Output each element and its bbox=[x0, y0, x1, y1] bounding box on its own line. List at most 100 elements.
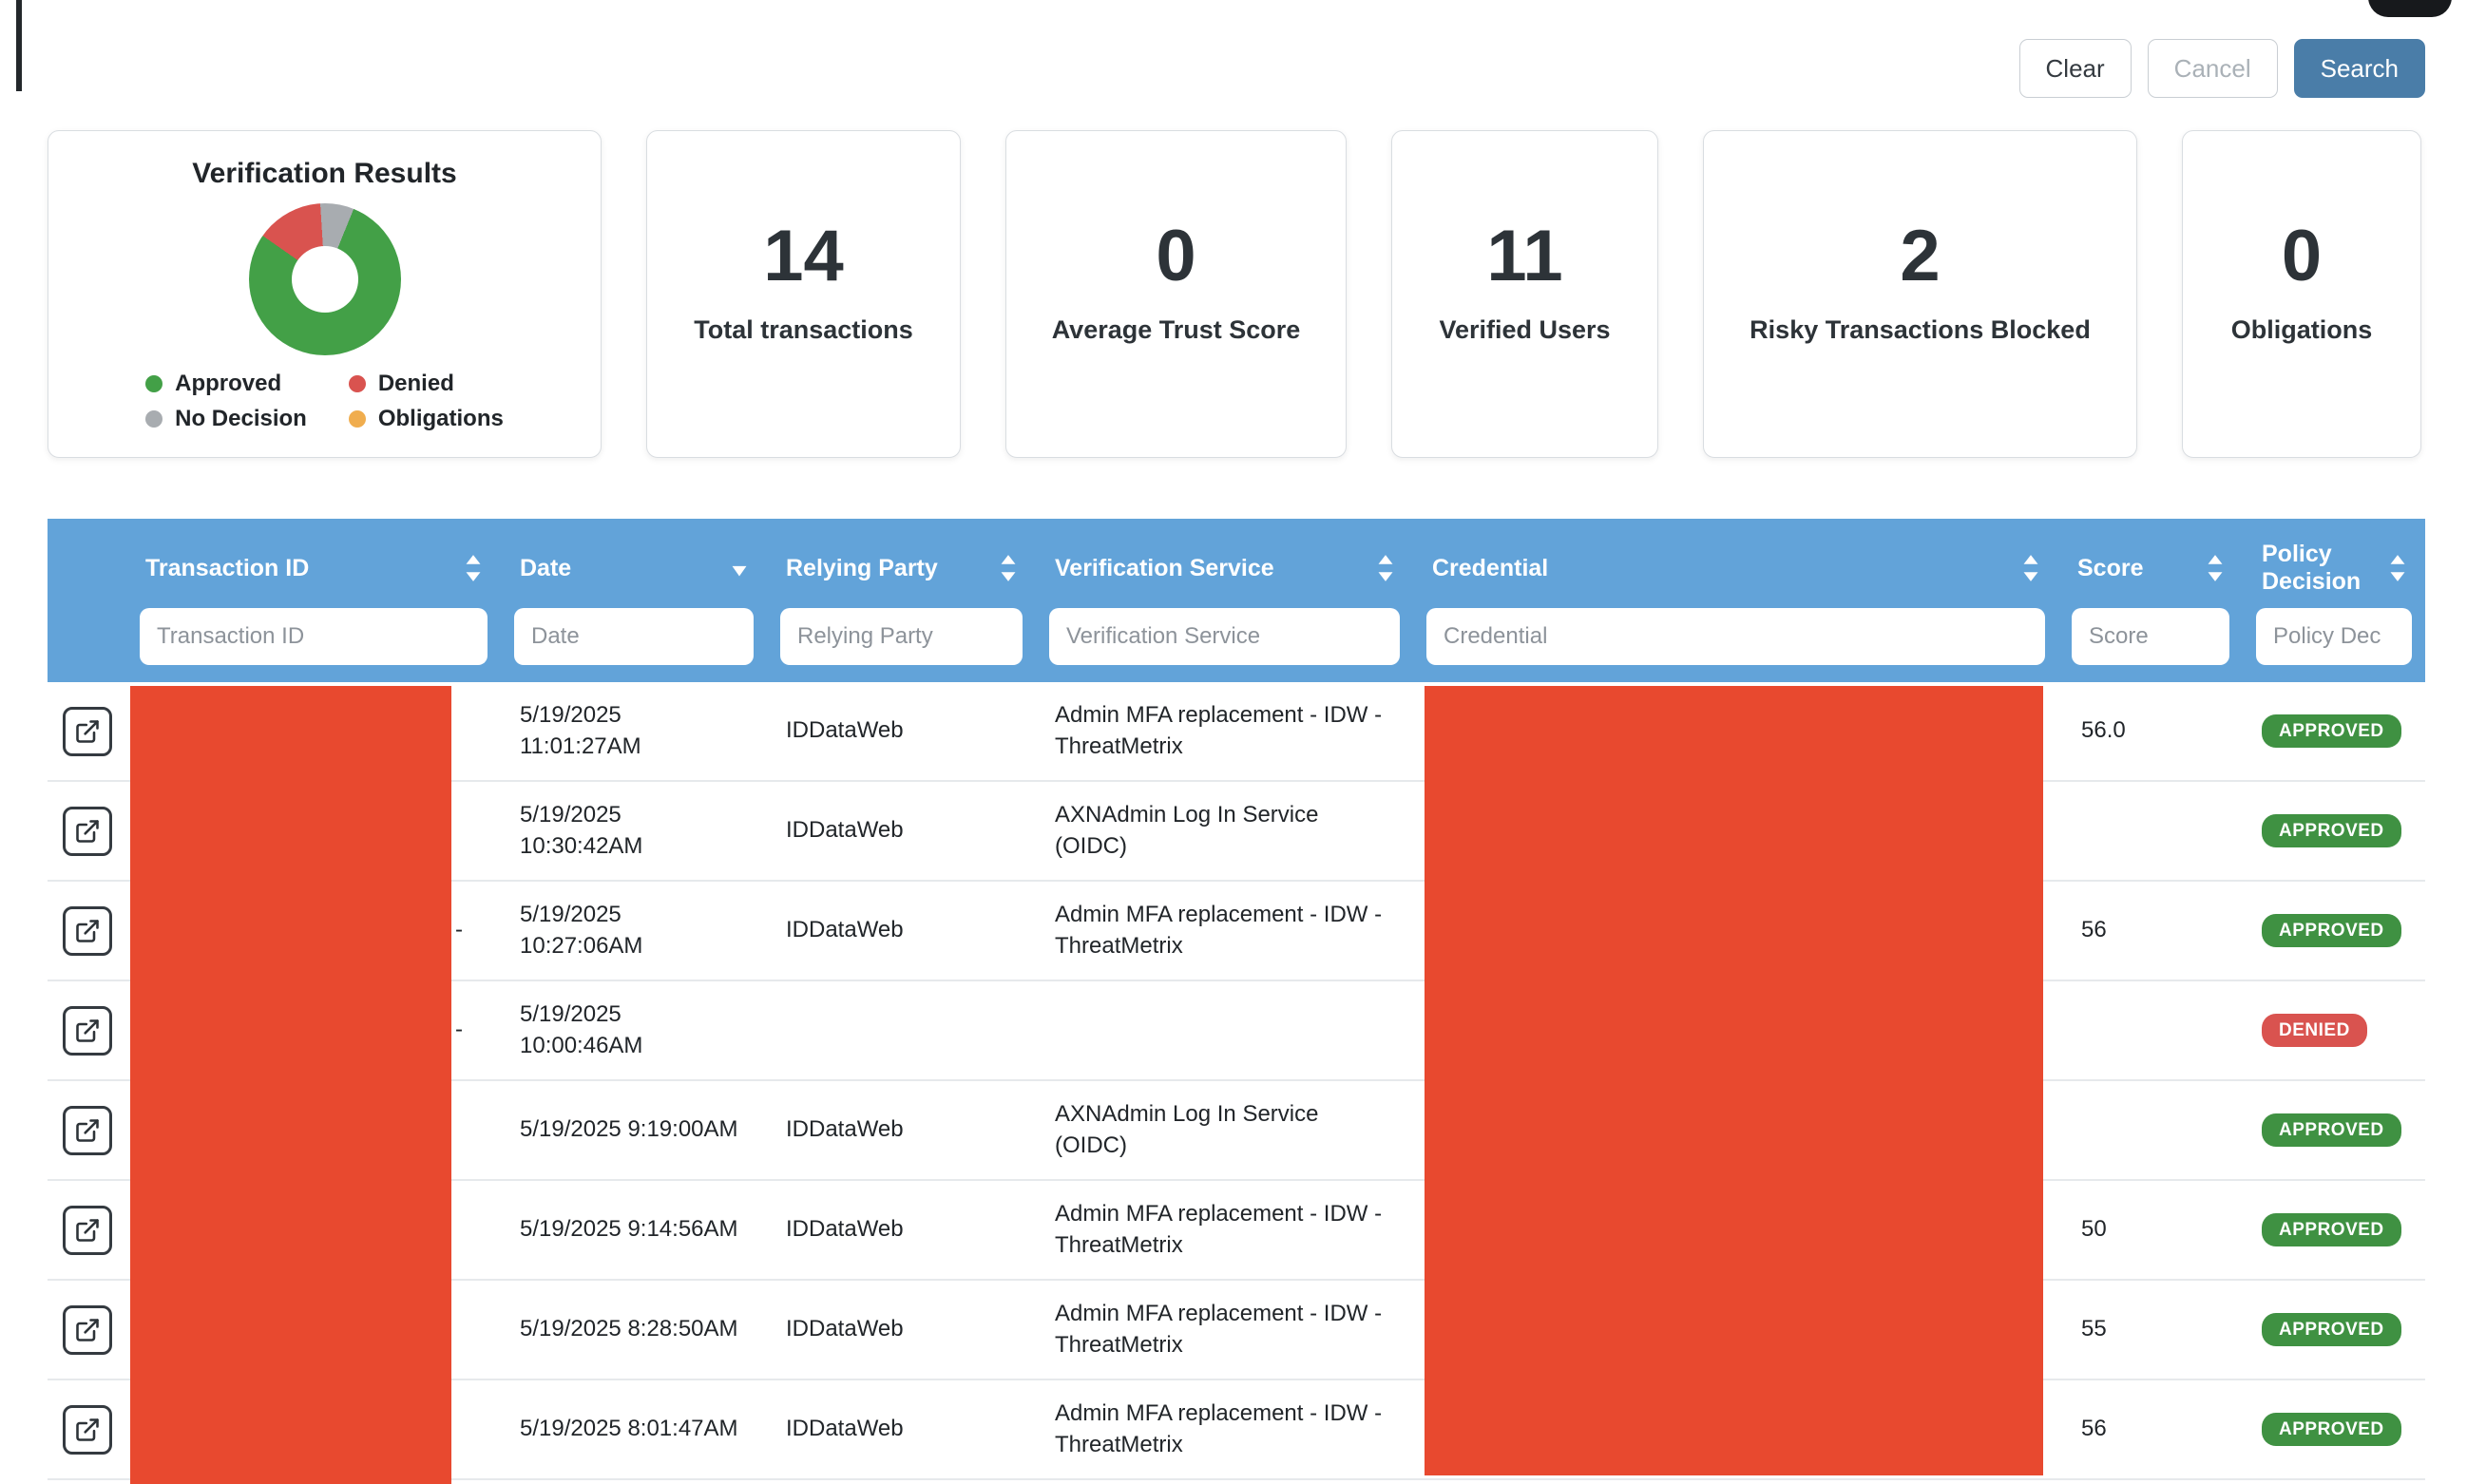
filter-date-input[interactable] bbox=[514, 608, 754, 665]
verification-donut-chart bbox=[248, 203, 401, 355]
clear-button[interactable]: Clear bbox=[2018, 39, 2132, 98]
external-link-icon bbox=[75, 1018, 99, 1042]
window-edge-line bbox=[16, 0, 22, 91]
relying-party-header[interactable]: Relying Party bbox=[767, 532, 1036, 604]
date-cell: 5/19/2025 8:01:47AM bbox=[520, 1416, 738, 1442]
legend-label: Denied bbox=[377, 371, 454, 396]
score-cell: 50 bbox=[2081, 1216, 2107, 1243]
stats-row: Verification Results Approved Denied No … bbox=[48, 130, 2421, 458]
date-cell: 5/19/2025 11:01:27AM bbox=[520, 702, 641, 759]
score-cell: 55 bbox=[2081, 1316, 2107, 1342]
sort-icon[interactable] bbox=[2205, 553, 2226, 583]
sort-desc-icon[interactable] bbox=[729, 553, 750, 583]
relying-party-cell: IDDataWeb bbox=[786, 1216, 904, 1243]
no-decision-dot-icon bbox=[145, 410, 163, 428]
verification-results-card: Verification Results Approved Denied No … bbox=[48, 130, 602, 458]
redaction-overlay-credential bbox=[1425, 686, 2043, 1475]
score-cell: 56 bbox=[2081, 917, 2107, 943]
policy-decision-badge: APPROVED bbox=[2262, 1413, 2401, 1446]
relying-party-cell: IDDataWeb bbox=[786, 1116, 904, 1143]
filter-score-input[interactable] bbox=[2072, 608, 2229, 665]
external-link-icon bbox=[75, 719, 99, 743]
open-transaction-button[interactable] bbox=[62, 905, 112, 956]
policy-decision-cell: APPROVED bbox=[2243, 1181, 2425, 1279]
risky-transactions-label: Risky Transactions Blocked bbox=[1750, 315, 2091, 344]
obligations-value: 0 bbox=[2281, 216, 2323, 296]
column-header-actions bbox=[48, 532, 126, 682]
verified-users-value: 11 bbox=[1486, 216, 1563, 296]
verification-service-cell: AXNAdmin Log In Service (OIDC) bbox=[1055, 1101, 1319, 1158]
sort-icon[interactable] bbox=[2020, 553, 2041, 583]
transaction-id-header[interactable]: Transaction ID bbox=[126, 532, 501, 604]
external-link-icon bbox=[75, 1417, 99, 1441]
score-cell: 56 bbox=[2081, 1416, 2107, 1442]
date-cell: 5/19/2025 10:00:46AM bbox=[520, 1001, 643, 1058]
average-trust-score-label: Average Trust Score bbox=[1051, 315, 1301, 344]
date-cell: 5/19/2025 8:28:50AM bbox=[520, 1316, 738, 1342]
external-link-icon bbox=[75, 919, 99, 942]
policy-decision-cell: APPROVED bbox=[2243, 1081, 2425, 1179]
score-cell bbox=[2058, 1081, 2243, 1179]
average-trust-score-card: 0 Average Trust Score bbox=[1005, 130, 1347, 458]
denied-dot-icon bbox=[348, 375, 366, 392]
search-toolbar: Clear Cancel Search bbox=[2018, 39, 2425, 98]
legend-item-approved: Approved bbox=[145, 371, 307, 397]
policy-decision-badge: APPROVED bbox=[2262, 1113, 2401, 1147]
policy-decision-badge: DENIED bbox=[2262, 1014, 2367, 1047]
relying-party-cell: IDDataWeb bbox=[786, 717, 904, 744]
column-header-credential: Credential bbox=[1413, 532, 2058, 682]
open-transaction-button[interactable] bbox=[62, 1304, 112, 1355]
date-cell: 5/19/2025 10:27:06AM bbox=[520, 902, 643, 959]
filter-credential-input[interactable] bbox=[1426, 608, 2045, 665]
date-header[interactable]: Date bbox=[501, 532, 767, 604]
sort-icon[interactable] bbox=[463, 553, 484, 583]
score-header[interactable]: Score bbox=[2058, 532, 2243, 604]
open-transaction-button[interactable] bbox=[62, 806, 112, 856]
credential-header[interactable]: Credential bbox=[1413, 532, 2058, 604]
relying-party-cell: IDDataWeb bbox=[786, 1316, 904, 1342]
filter-policy-decision-input[interactable] bbox=[2256, 608, 2412, 665]
filter-relying-party-input[interactable] bbox=[780, 608, 1023, 665]
filter-transaction-id-input[interactable] bbox=[140, 608, 488, 665]
filter-verification-service-input[interactable] bbox=[1049, 608, 1400, 665]
open-transaction-button[interactable] bbox=[62, 1105, 112, 1155]
open-transaction-button[interactable] bbox=[62, 1005, 112, 1056]
column-header-policy-decision: Policy Decision bbox=[2243, 532, 2425, 682]
policy-decision-badge: APPROVED bbox=[2262, 814, 2401, 847]
verification-service-cell: AXNAdmin Log In Service (OIDC) bbox=[1055, 802, 1319, 859]
policy-decision-badge: APPROVED bbox=[2262, 714, 2401, 748]
cancel-button[interactable]: Cancel bbox=[2147, 39, 2278, 98]
legend-label: Approved bbox=[175, 371, 282, 396]
sort-icon[interactable] bbox=[998, 553, 1019, 583]
date-cell: 5/19/2025 9:19:00AM bbox=[520, 1116, 738, 1143]
policy-decision-header[interactable]: Policy Decision bbox=[2243, 532, 2425, 604]
date-cell: 5/19/2025 9:14:56AM bbox=[520, 1216, 738, 1243]
external-link-icon bbox=[75, 1218, 99, 1242]
verification-service-cell: Admin MFA replacement - IDW - ThreatMetr… bbox=[1055, 1301, 1383, 1358]
legend-item-obligations: Obligations bbox=[348, 406, 504, 432]
open-transaction-button[interactable] bbox=[62, 706, 112, 756]
policy-decision-badge: APPROVED bbox=[2262, 1213, 2401, 1246]
open-transaction-button[interactable] bbox=[62, 1404, 112, 1455]
sort-icon[interactable] bbox=[1375, 553, 1396, 583]
policy-decision-badge: APPROVED bbox=[2262, 914, 2401, 947]
redaction-overlay-transaction-id bbox=[130, 686, 451, 1484]
verification-service-cell bbox=[1036, 981, 1413, 1079]
verification-results-title: Verification Results bbox=[192, 158, 457, 189]
verification-service-header[interactable]: Verification Service bbox=[1036, 532, 1413, 604]
legend-item-denied: Denied bbox=[348, 371, 504, 397]
score-cell: 56.0 bbox=[2081, 717, 2126, 744]
column-header-verification-service: Verification Service bbox=[1036, 532, 1413, 682]
average-trust-score-value: 0 bbox=[1156, 216, 1196, 296]
policy-decision-badge: APPROVED bbox=[2262, 1313, 2401, 1346]
external-link-icon bbox=[75, 1118, 99, 1142]
search-button[interactable]: Search bbox=[2293, 39, 2425, 98]
verification-service-cell: Admin MFA replacement - IDW - ThreatMetr… bbox=[1055, 1201, 1383, 1258]
total-transactions-label: Total transactions bbox=[694, 315, 913, 344]
sort-icon[interactable] bbox=[2387, 553, 2408, 583]
verification-service-cell: Admin MFA replacement - IDW - ThreatMetr… bbox=[1055, 702, 1383, 759]
legend-label: Obligations bbox=[377, 406, 504, 431]
transaction-id-cell: - bbox=[455, 917, 463, 943]
score-cell bbox=[2058, 981, 2243, 1079]
open-transaction-button[interactable] bbox=[62, 1205, 112, 1255]
